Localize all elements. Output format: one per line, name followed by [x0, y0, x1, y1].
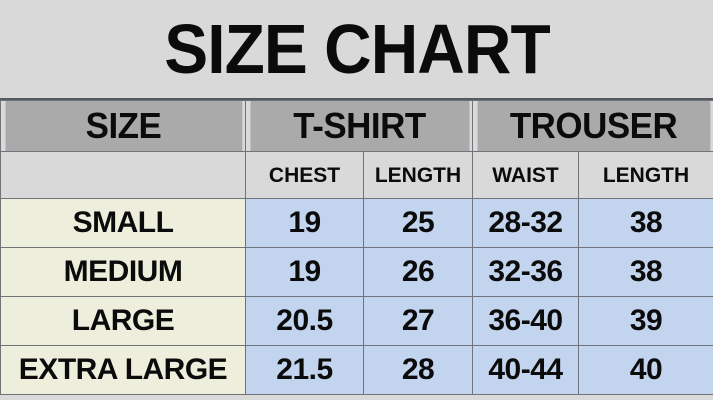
chest-value: 19 [245, 247, 364, 297]
trouser-length-value: 38 [577, 247, 713, 297]
subheader-waist: WAIST [472, 151, 579, 199]
tshirt-length-value: 25 [363, 198, 473, 248]
page-title: SIZE CHART [163, 10, 550, 88]
chest-value: 21.5 [245, 345, 364, 395]
chest-value: 19 [245, 198, 364, 248]
table-row: MEDIUM 19 26 32-36 38 [0, 247, 713, 297]
tshirt-length-value: 27 [363, 296, 473, 346]
group-header-size: SIZE [3, 100, 243, 152]
tshirt-length-value: 26 [363, 247, 473, 297]
subheader-chest: CHEST [245, 151, 364, 199]
size-chart-table: SIZE T-SHIRT TROUSER CHEST LENGTH WAIST … [0, 100, 713, 395]
size-label: SMALL [0, 198, 246, 248]
subheader-blank [0, 151, 246, 199]
table-subheader-row: CHEST LENGTH WAIST LENGTH [0, 151, 713, 199]
table-head: SIZE T-SHIRT TROUSER CHEST LENGTH WAIST … [0, 100, 713, 199]
size-label: LARGE [0, 296, 246, 346]
table-group-header-row: SIZE T-SHIRT TROUSER [1, 100, 713, 152]
chest-value: 20.5 [245, 296, 364, 346]
table-row: SMALL 19 25 28-32 38 [0, 198, 713, 248]
chart-title-band: SIZE CHART [0, 0, 713, 100]
waist-value: 32-36 [472, 247, 579, 297]
group-header-tshirt: T-SHIRT [248, 100, 470, 152]
subheader-trouser-length: LENGTH [577, 151, 713, 199]
size-label: EXTRA LARGE [0, 345, 246, 395]
table-body: SMALL 19 25 28-32 38 MEDIUM 19 26 32-36 … [0, 198, 713, 395]
group-header-trouser: TROUSER [475, 100, 711, 152]
table-row: EXTRA LARGE 21.5 28 40-44 40 [0, 345, 713, 395]
size-label: MEDIUM [0, 247, 246, 297]
waist-value: 28-32 [472, 198, 579, 248]
trouser-length-value: 38 [577, 198, 713, 248]
subheader-tshirt-length: LENGTH [363, 151, 473, 199]
waist-value: 40-44 [472, 345, 579, 395]
trouser-length-value: 40 [577, 345, 713, 395]
waist-value: 36-40 [472, 296, 579, 346]
tshirt-length-value: 28 [363, 345, 473, 395]
table-row: LARGE 20.5 27 36-40 39 [0, 296, 713, 346]
trouser-length-value: 39 [577, 296, 713, 346]
